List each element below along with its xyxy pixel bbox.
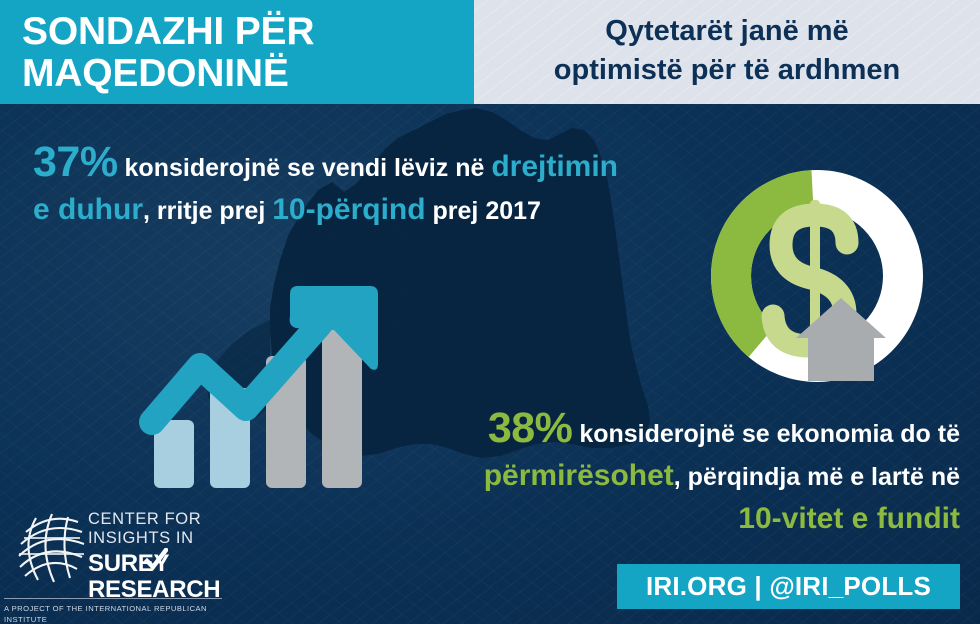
logo-survey-part1: SUR [88, 550, 138, 577]
header: SONDAZHI PËR MAQEDONINË Qytetarët janë m… [0, 0, 980, 104]
poll-title: SONDAZHI PËR MAQEDONINË [22, 10, 315, 95]
url-banner[interactable]: IRI.ORG | @IRI_POLLS [617, 564, 960, 609]
stat-one-text-1: konsiderojnë se vendi lëviz në [117, 154, 492, 182]
header-accent-edge [466, 0, 474, 104]
stat-two-percent: 38% [487, 404, 573, 452]
cisr-logo: CENTER FOR INSIGHTS IN SUREY RESEARCH A … [4, 504, 228, 624]
globe-icon [18, 513, 85, 583]
stat-one-highlight-2: 10-përqind [272, 193, 426, 226]
logo-line-center-for: CENTER FOR [88, 510, 202, 528]
logo-wordmark: CENTER FOR INSIGHTS IN SUREY RESEARCH [88, 510, 228, 603]
header-right-panel: Qytetarët janë më optimistë për të ardhm… [466, 0, 980, 104]
stat-two-highlight-2: 10-vitet e fundit [738, 502, 960, 535]
stat-one-highlight-1: drejtimin e duhur [33, 150, 619, 226]
stat-one-text-2: , rritje prej [143, 197, 273, 225]
stat-two-text-1: konsiderojnë se ekonomia do të [572, 420, 960, 448]
logo-tagline: A PROJECT OF THE INTERNATIONAL REPUBLICA… [4, 604, 207, 624]
checkmark-icon [144, 548, 168, 571]
donut-chart-icon [711, 170, 923, 382]
stat-one-text-3: prej 2017 [425, 197, 541, 225]
growth-arrow-shape [139, 286, 378, 435]
stat-block-economy: 38% konsiderojnë se ekonomia do të përmi… [440, 407, 960, 541]
house-icon [796, 298, 886, 381]
stat-one-percent: 37% [33, 138, 118, 186]
logo-divider [4, 598, 222, 599]
url-banner-text: IRI.ORG | @IRI_POLLS [645, 571, 932, 601]
header-left-panel: SONDAZHI PËR MAQEDONINË [0, 0, 466, 104]
header-subtitle: Qytetarët janë më optimistë për të ardhm… [553, 15, 901, 86]
logo-line-research: RESEARCH [88, 576, 221, 603]
header-hatch-pattern [466, 0, 980, 104]
logo-line-insights-in: INSIGHTS IN [88, 529, 194, 547]
stat-two-highlight-1: përmirësohet [483, 459, 674, 492]
ascending-bar-chart-icon [139, 286, 378, 488]
stat-two-text-2: , përqindja më e lartë në [673, 463, 960, 491]
donut-green-arc [711, 170, 923, 382]
stat-block-direction: 37% konsiderojnë se vendi lëviz në drejt… [33, 141, 633, 232]
